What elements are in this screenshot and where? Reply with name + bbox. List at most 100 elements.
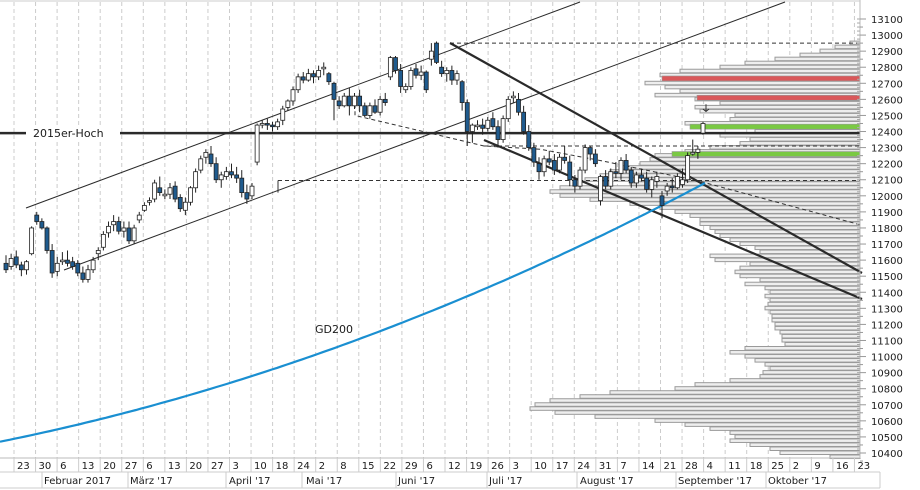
volume-profile-bar: [729, 350, 861, 355]
volume-profile-bar: [771, 317, 861, 323]
bear-candle: [490, 112, 496, 130]
y-tick-label: 12900: [871, 47, 903, 58]
bull-candle: [90, 256, 96, 273]
y-tick-label: 12100: [871, 176, 903, 187]
bull-candle: [582, 144, 588, 174]
x-day-label: 20: [189, 461, 202, 472]
x-day-label: 11: [728, 461, 741, 472]
candle-body: [623, 160, 629, 171]
volume-profile-bar: [781, 333, 861, 339]
gd200-label: GD200: [315, 323, 353, 336]
bear-candle: [567, 155, 573, 187]
x-day-label: 13: [168, 461, 181, 472]
candle-body: [408, 70, 414, 87]
gd200-line: [0, 182, 706, 443]
candle-body: [336, 100, 342, 107]
x-day-label: 24: [297, 461, 310, 472]
label-bg: [28, 125, 118, 142]
volume-profile-bar: [629, 181, 861, 186]
bear-candle: [644, 171, 650, 193]
candle-body: [464, 102, 470, 132]
y-tick-label: 13000: [871, 31, 903, 42]
bear-candle: [331, 81, 337, 121]
y-tick-label: 11500: [871, 272, 903, 283]
volume-profile-bar: [734, 112, 861, 118]
candle-body: [690, 152, 696, 155]
bull-candle: [198, 155, 204, 174]
bull-candle: [188, 186, 193, 206]
candle-body: [326, 73, 332, 83]
x-month-label: Juni '17: [397, 476, 435, 487]
bear-candle: [75, 260, 81, 277]
bull-candle: [29, 226, 35, 256]
candle-body: [141, 205, 147, 211]
candle-body: [700, 123, 706, 134]
x-day-label: 13: [82, 461, 95, 472]
x-day-label: 23: [17, 461, 30, 472]
bull-candle: [557, 154, 562, 174]
candle-body: [290, 89, 296, 102]
candle-body: [177, 197, 183, 210]
volume-profile-bar: [749, 137, 861, 142]
volume-profile-bar: [834, 44, 861, 50]
candle-body: [18, 264, 24, 271]
x-day-label: 24: [577, 461, 590, 472]
bear-candle: [208, 145, 214, 167]
candle-body: [305, 73, 311, 81]
bull-candle: [341, 92, 347, 108]
candle-body: [398, 70, 404, 87]
candle-body: [546, 158, 552, 163]
bear-candle: [572, 174, 578, 193]
volume-profile-bar: [644, 80, 861, 86]
candle-body: [341, 95, 347, 107]
y-tick-label: 12000: [871, 192, 903, 203]
volume-profile-bar: [699, 221, 861, 226]
volume-profile-bar: [767, 301, 861, 307]
candle-body: [562, 156, 568, 161]
candle-body: [469, 124, 475, 132]
volume-profile-bar: [659, 205, 861, 210]
bull-candle: [223, 166, 229, 180]
volume-profile-bar: [689, 213, 861, 218]
candle-body: [331, 82, 337, 100]
x-month-label: August '17: [580, 476, 634, 487]
candle-body: [393, 57, 398, 71]
volume-profile-bar: [579, 394, 861, 399]
volume-profile-bar: [764, 362, 861, 367]
volume-profile-bar: [754, 245, 861, 251]
bull-candle: [577, 166, 583, 190]
y-axis: 13100 13000 12900 12800 12700 12600 12500 12400…: [0, 0, 903, 462]
bull-candle: [136, 211, 142, 224]
candle-body: [587, 147, 593, 155]
bull-candle: [664, 182, 670, 196]
volume-profile-bar: [709, 426, 861, 431]
candle-body: [439, 66, 445, 75]
volume-profile-bar: [674, 386, 861, 391]
bull-candle: [24, 260, 29, 275]
candle-body: [387, 57, 393, 78]
candle-body: [13, 256, 19, 266]
bull-candle: [674, 173, 680, 190]
volume-profile-bar: [749, 442, 861, 447]
x-day-label: 9: [814, 461, 820, 472]
candle-body: [182, 201, 188, 211]
bull-candle: [305, 68, 311, 82]
bear-candle: [531, 142, 537, 167]
volume-profile-bar: [759, 249, 861, 255]
candle-body: [382, 98, 388, 103]
volume-profile-bar: [739, 273, 861, 279]
volume-profile-bar: [759, 374, 861, 379]
candle-body: [264, 123, 270, 126]
candle-body: [526, 131, 532, 148]
x-day-label: 6: [146, 461, 152, 472]
candle-body: [59, 259, 65, 263]
candle-body: [213, 163, 219, 181]
bear-candle: [382, 92, 388, 106]
candle-body: [480, 124, 486, 129]
x-day-label: 22: [383, 461, 396, 472]
volume-profile-bar: [754, 358, 861, 363]
candle-body: [49, 250, 55, 274]
volume-profile-bar: [781, 337, 861, 343]
x-day-label: 12: [448, 461, 461, 472]
candle-body: [449, 70, 455, 81]
